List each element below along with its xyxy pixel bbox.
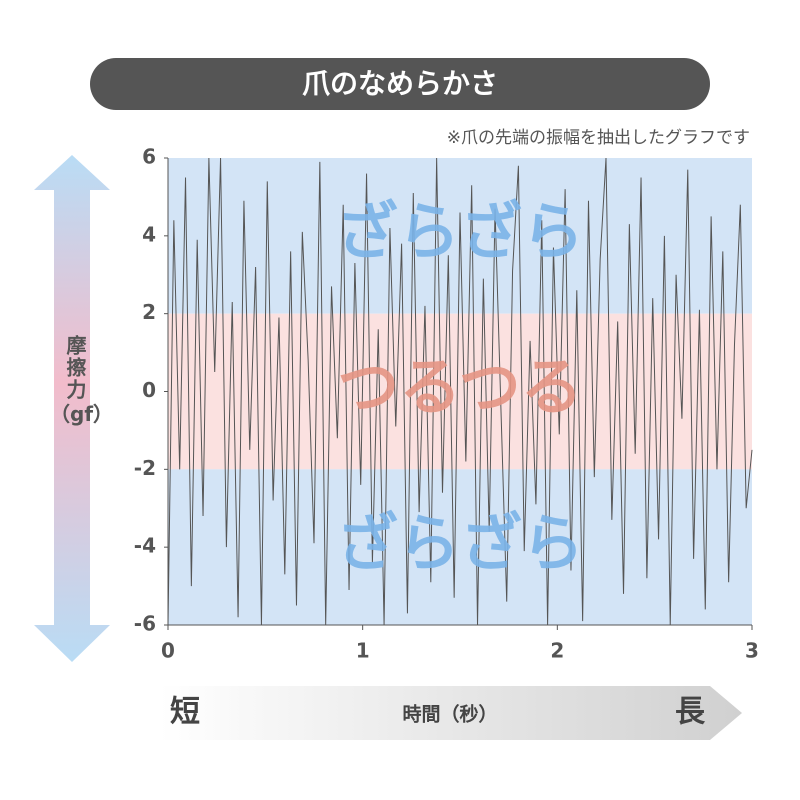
band xyxy=(168,469,752,625)
x-label: 時間（秒） xyxy=(402,703,497,726)
y-label: 摩擦力 （gf） xyxy=(50,335,114,427)
x-end-label: 長 xyxy=(675,695,706,730)
x-tick-label: 1 xyxy=(356,639,370,663)
y-tick-label: -2 xyxy=(134,456,156,480)
y-arrow xyxy=(34,155,110,662)
x-start-label: 短 xyxy=(170,695,200,730)
x-arrow xyxy=(160,686,742,740)
y-tick-label: 2 xyxy=(142,300,156,324)
x-tick-label: 0 xyxy=(161,639,175,663)
band-label: ざらざら xyxy=(336,506,584,579)
band-label: ざらざら xyxy=(336,195,584,268)
band-label: つるつる xyxy=(337,351,583,424)
x-tick-label: 3 xyxy=(745,639,759,663)
y-tick-label: 4 xyxy=(142,222,156,246)
y-unit: （gf） xyxy=(50,402,114,426)
chart-title: 爪のなめらかさ xyxy=(302,67,498,100)
y-tick-label: 6 xyxy=(142,145,156,169)
title-pill xyxy=(90,58,710,110)
y-tick-label: -4 xyxy=(134,534,156,558)
note: ※爪の先端の振幅を抽出したグラフです xyxy=(447,128,750,148)
x-tick-label: 2 xyxy=(550,639,564,663)
y-tick-label: -6 xyxy=(134,612,156,636)
y-label-text: 摩擦力 xyxy=(63,335,87,401)
y-tick-label: 0 xyxy=(142,378,156,402)
line xyxy=(167,157,753,626)
